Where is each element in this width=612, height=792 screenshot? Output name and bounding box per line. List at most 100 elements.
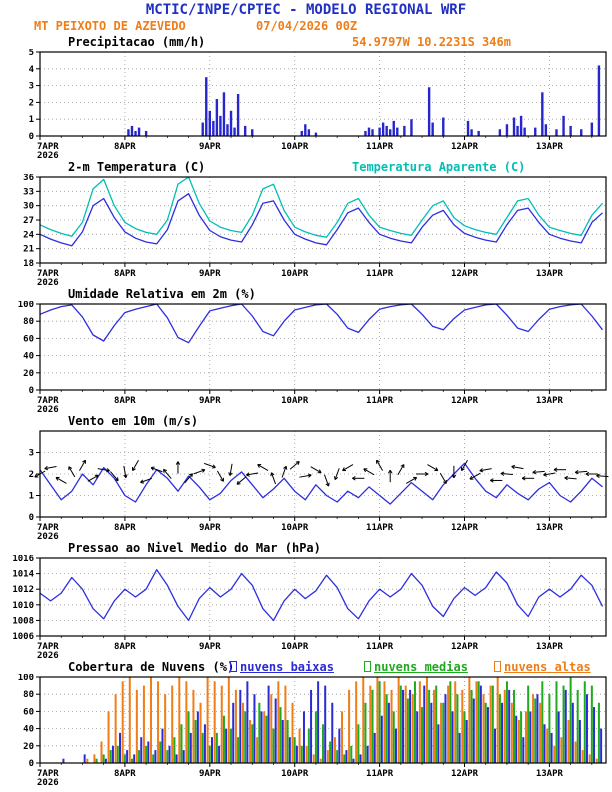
svg-text:20: 20 <box>23 369 34 379</box>
svg-text:8APR: 8APR <box>114 142 136 152</box>
svg-text:7APR: 7APR <box>37 769 59 779</box>
svg-text:10APR: 10APR <box>281 523 309 533</box>
svg-text:9APR: 9APR <box>199 523 221 533</box>
svg-text:20: 20 <box>23 742 34 752</box>
svg-text:12APR: 12APR <box>451 396 479 406</box>
svg-text:10APR: 10APR <box>281 396 309 406</box>
svg-text:9APR: 9APR <box>199 142 221 152</box>
subtitle-row: MT PEIXOTO DE AZEVEDO 07/04/2026 00Z <box>0 19 612 35</box>
legend-low-clouds: nuvens baixas <box>230 660 334 674</box>
svg-text:40: 40 <box>23 725 34 735</box>
svg-text:30: 30 <box>23 202 34 212</box>
svg-text:0: 0 <box>29 386 34 396</box>
wind-title: Vento em 10m (m/s) <box>68 414 199 428</box>
svg-text:7APR: 7APR <box>37 642 59 652</box>
panel-header-precipitation: Precipitacao (mm/h) 54.9797W 10.2231S 34… <box>0 35 612 49</box>
low-clouds-swatch-icon <box>230 661 237 672</box>
svg-text:11APR: 11APR <box>366 396 394 406</box>
svg-text:1: 1 <box>29 492 34 502</box>
svg-text:13APR: 13APR <box>536 769 564 779</box>
svg-text:10APR: 10APR <box>281 142 309 152</box>
svg-text:8APR: 8APR <box>114 269 136 279</box>
svg-text:1008: 1008 <box>12 616 34 626</box>
svg-text:10APR: 10APR <box>281 769 309 779</box>
high-clouds-swatch-icon <box>494 661 501 672</box>
svg-text:10APR: 10APR <box>281 642 309 652</box>
svg-text:9APR: 9APR <box>199 769 221 779</box>
svg-text:9APR: 9APR <box>199 269 221 279</box>
svg-text:1006: 1006 <box>12 632 34 642</box>
svg-text:13APR: 13APR <box>536 269 564 279</box>
svg-text:13APR: 13APR <box>536 523 564 533</box>
svg-text:1010: 1010 <box>12 601 34 611</box>
svg-text:100: 100 <box>18 301 34 310</box>
legend-high-clouds: nuvens altas <box>494 660 591 674</box>
svg-text:8APR: 8APR <box>114 769 136 779</box>
svg-text:8APR: 8APR <box>114 523 136 533</box>
svg-text:100: 100 <box>18 674 34 683</box>
svg-text:11APR: 11APR <box>366 642 394 652</box>
svg-text:2: 2 <box>29 98 34 108</box>
svg-text:33: 33 <box>23 187 34 197</box>
svg-text:7APR: 7APR <box>37 523 59 533</box>
low-clouds-label: nuvens baixas <box>240 660 334 674</box>
svg-text:12APR: 12APR <box>451 642 479 652</box>
svg-text:80: 80 <box>23 690 34 700</box>
svg-text:2026: 2026 <box>37 151 59 160</box>
svg-text:80: 80 <box>23 317 34 327</box>
pressure-title: Pressao ao Nivel Medio do Mar (hPa) <box>68 541 321 555</box>
run-datetime: 07/04/2026 00Z <box>256 19 358 33</box>
svg-text:1014: 1014 <box>12 570 34 580</box>
apparent-temperature-legend: Temperatura Aparente (C) <box>352 160 526 174</box>
svg-text:8APR: 8APR <box>114 642 136 652</box>
station-name: MT PEIXOTO DE AZEVEDO <box>34 19 186 33</box>
svg-text:4: 4 <box>29 65 35 75</box>
high-clouds-label: nuvens altas <box>504 660 591 674</box>
svg-text:10APR: 10APR <box>281 269 309 279</box>
svg-text:60: 60 <box>23 334 34 344</box>
svg-text:7APR: 7APR <box>37 269 59 279</box>
panel-header-humidity: Umidade Relativa em 2m (%) <box>0 287 612 301</box>
svg-text:2026: 2026 <box>37 651 59 660</box>
panel-header-pressure: Pressao ao Nivel Medio do Mar (hPa) <box>0 541 612 555</box>
svg-text:11APR: 11APR <box>366 269 394 279</box>
svg-text:7APR: 7APR <box>37 396 59 406</box>
panel-header-temperature: 2-m Temperatura (C) Temperatura Aparente… <box>0 160 612 174</box>
svg-text:12APR: 12APR <box>451 769 479 779</box>
report-header: MCTIC/INPE/CPTEC - MODELO REGIONAL WRF M… <box>0 0 612 35</box>
svg-text:13APR: 13APR <box>536 142 564 152</box>
svg-text:18: 18 <box>23 259 34 269</box>
svg-text:24: 24 <box>23 230 34 240</box>
panel-header-wind: Vento em 10m (m/s) <box>0 414 612 428</box>
svg-text:11APR: 11APR <box>366 142 394 152</box>
svg-text:11APR: 11APR <box>366 769 394 779</box>
svg-text:12APR: 12APR <box>451 142 479 152</box>
svg-text:5: 5 <box>29 49 34 58</box>
svg-text:2026: 2026 <box>37 532 59 541</box>
svg-text:60: 60 <box>23 707 34 717</box>
svg-text:36: 36 <box>23 174 34 183</box>
legend-mid-clouds: nuvens medias <box>364 660 468 674</box>
svg-text:2026: 2026 <box>37 778 59 787</box>
svg-text:40: 40 <box>23 352 34 362</box>
humidity-title: Umidade Relativa em 2m (%) <box>68 287 256 301</box>
svg-text:2026: 2026 <box>37 405 59 414</box>
svg-text:1012: 1012 <box>12 585 34 595</box>
svg-text:27: 27 <box>23 216 34 226</box>
panel-header-clouds: Cobertura de Nuvens (%) nuvens baixas nu… <box>0 660 612 674</box>
svg-text:8APR: 8APR <box>114 396 136 406</box>
svg-text:3: 3 <box>29 82 34 92</box>
svg-text:12APR: 12APR <box>451 523 479 533</box>
svg-text:13APR: 13APR <box>536 396 564 406</box>
svg-text:2026: 2026 <box>37 278 59 287</box>
location-label: 54.9797W 10.2231S 346m <box>352 35 511 49</box>
svg-text:13APR: 13APR <box>536 642 564 652</box>
svg-text:3: 3 <box>29 449 34 459</box>
main-title: MCTIC/INPE/CPTEC - MODELO REGIONAL WRF <box>145 2 467 18</box>
svg-text:21: 21 <box>23 245 34 255</box>
temperature-title: 2-m Temperatura (C) <box>68 160 206 174</box>
